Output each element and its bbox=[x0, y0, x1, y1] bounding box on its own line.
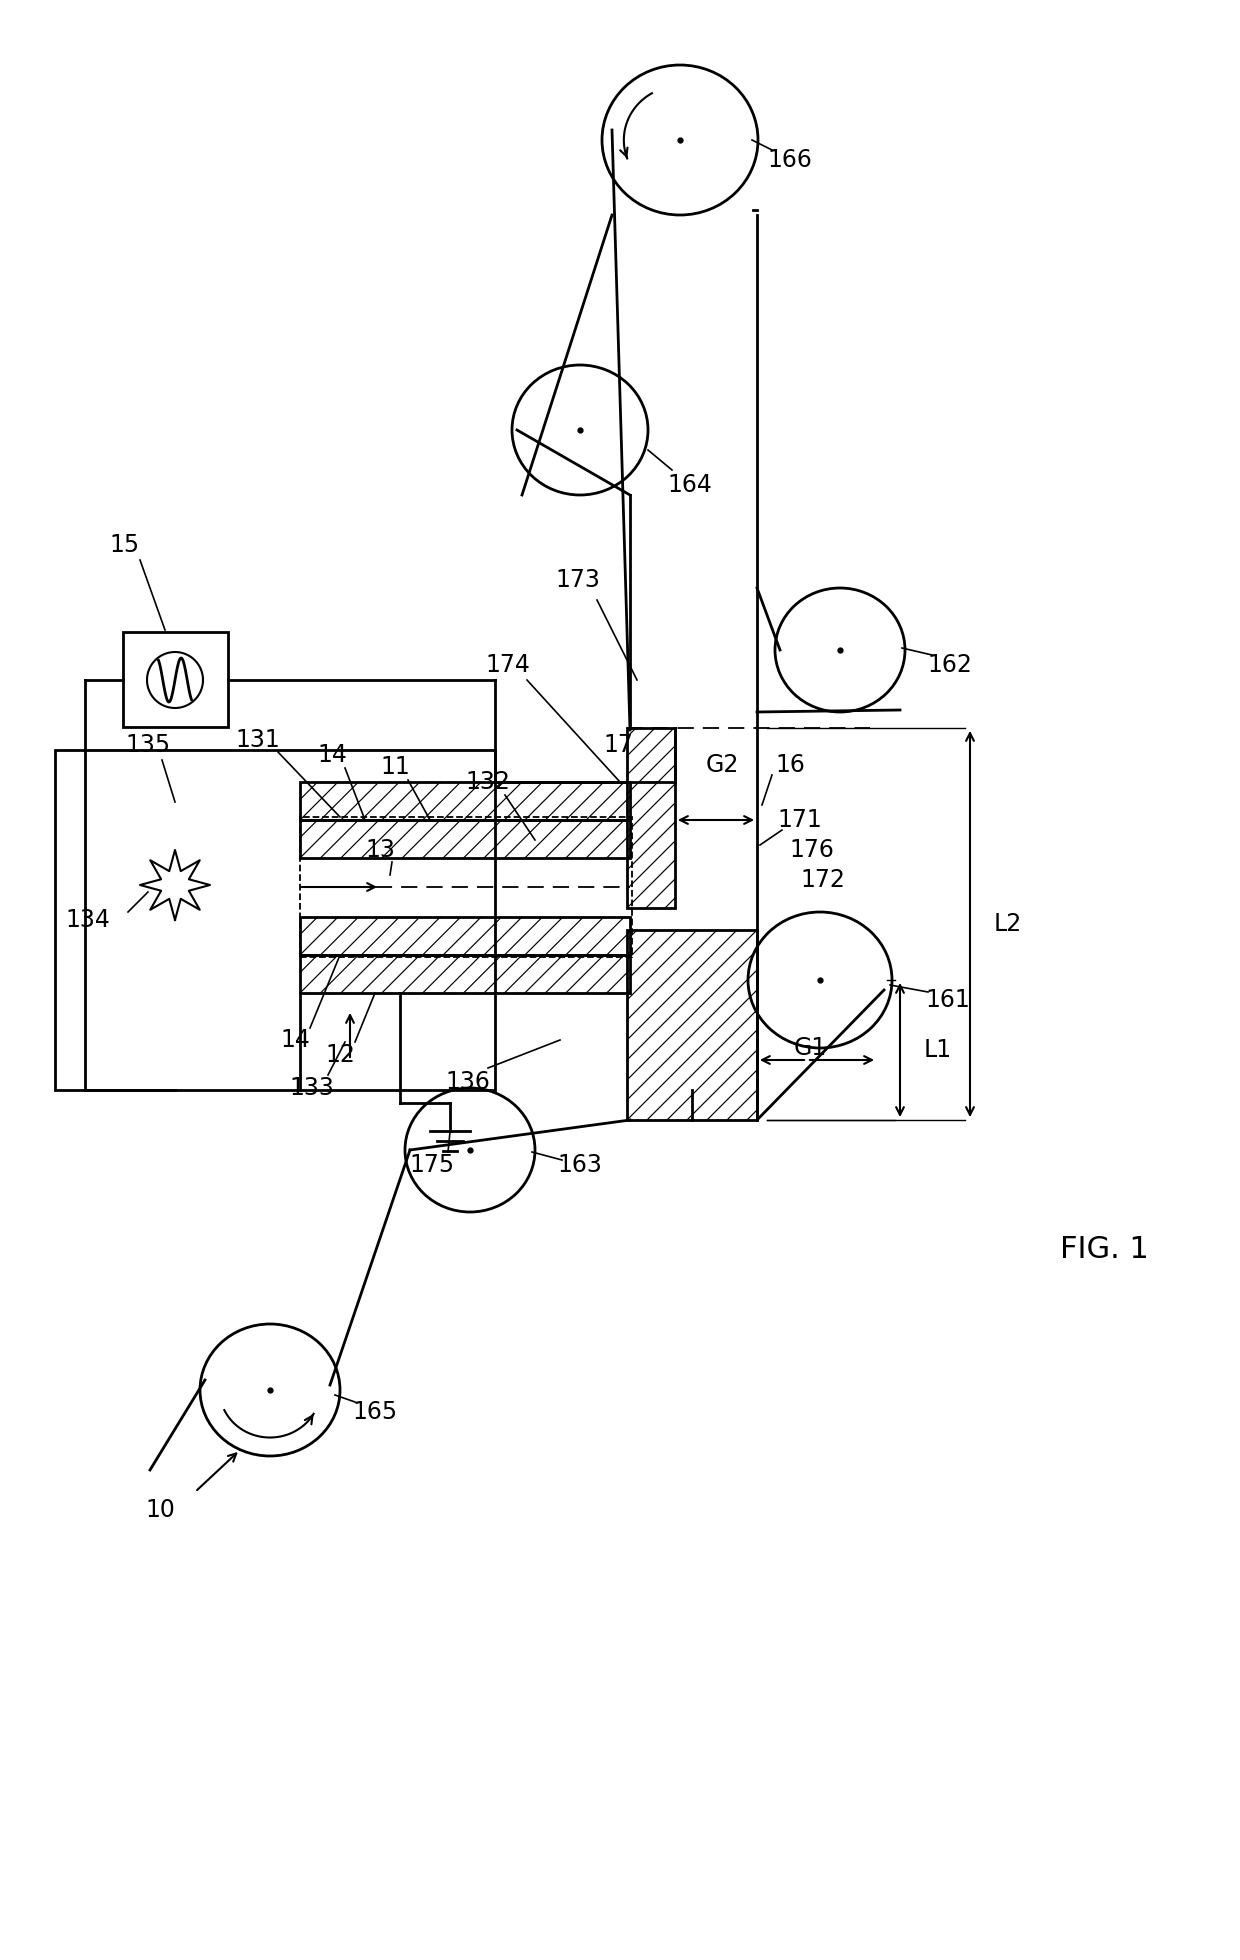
Text: 171: 171 bbox=[777, 808, 822, 831]
Text: 15: 15 bbox=[110, 533, 140, 557]
Text: 17: 17 bbox=[603, 733, 632, 757]
Text: 14: 14 bbox=[317, 743, 347, 766]
Text: 176: 176 bbox=[790, 839, 835, 862]
Text: 172: 172 bbox=[801, 868, 846, 892]
Bar bbox=[300, 819, 630, 858]
Text: 10: 10 bbox=[145, 1497, 175, 1523]
Bar bbox=[627, 929, 756, 1119]
Text: 16: 16 bbox=[775, 753, 805, 776]
Text: G1: G1 bbox=[794, 1037, 827, 1060]
Bar bbox=[300, 782, 630, 819]
Text: 12: 12 bbox=[325, 1043, 355, 1066]
Text: 161: 161 bbox=[925, 988, 971, 1011]
Text: 131: 131 bbox=[236, 727, 280, 753]
Text: 134: 134 bbox=[66, 907, 110, 933]
Bar bbox=[55, 751, 495, 1090]
Bar bbox=[300, 955, 630, 994]
Text: 175: 175 bbox=[409, 1152, 455, 1178]
Text: 14: 14 bbox=[280, 1027, 310, 1053]
Text: 132: 132 bbox=[465, 770, 511, 794]
Text: 164: 164 bbox=[667, 472, 713, 498]
Text: 135: 135 bbox=[125, 733, 171, 757]
Text: 13: 13 bbox=[365, 839, 394, 862]
Text: 133: 133 bbox=[290, 1076, 335, 1100]
Bar bbox=[300, 917, 630, 955]
Text: 166: 166 bbox=[768, 149, 812, 172]
Text: FIG. 1: FIG. 1 bbox=[1060, 1235, 1149, 1264]
Text: 136: 136 bbox=[445, 1070, 491, 1094]
Text: 163: 163 bbox=[558, 1152, 603, 1178]
Bar bbox=[627, 727, 675, 907]
Text: 174: 174 bbox=[486, 653, 531, 676]
Text: 165: 165 bbox=[352, 1399, 398, 1425]
Text: G2: G2 bbox=[706, 753, 739, 776]
Text: 162: 162 bbox=[928, 653, 972, 676]
Text: 11: 11 bbox=[381, 755, 410, 778]
Text: L1: L1 bbox=[924, 1039, 952, 1062]
Bar bbox=[300, 817, 632, 956]
Bar bbox=[123, 633, 227, 727]
Text: 173: 173 bbox=[556, 568, 600, 592]
Text: L2: L2 bbox=[994, 911, 1022, 937]
